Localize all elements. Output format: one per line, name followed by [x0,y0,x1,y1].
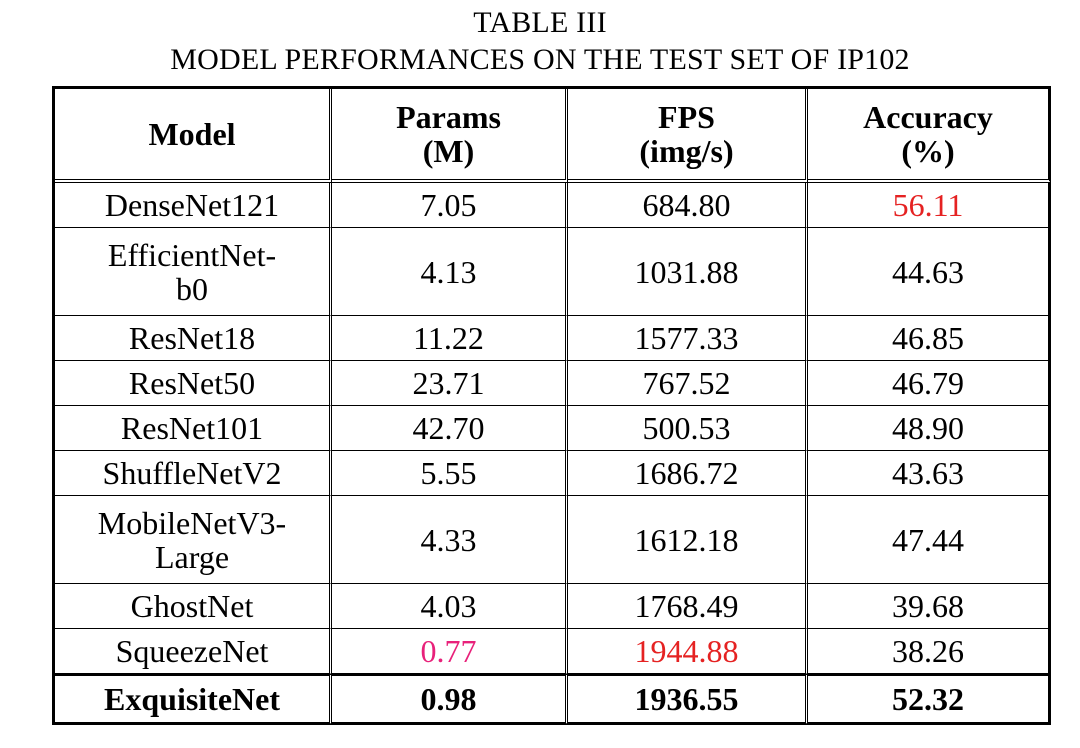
accuracy-cell: 46.85 [808,316,1051,361]
fps-cell: 1577.33 [568,316,808,361]
table-row: ShuffleNetV2 5.55 1686.72 43.63 [55,451,1051,496]
model-cell: ExquisiteNet [55,674,332,725]
fps-cell: 1031.88 [568,228,808,316]
fps-cell: 767.52 [568,361,808,406]
params-cell: 11.22 [332,316,568,361]
params-cell: 42.70 [332,406,568,451]
table-caption: MODEL PERFORMANCES ON THE TEST SET OF IP… [170,43,910,76]
accuracy-cell: 44.63 [808,228,1051,316]
params-cell: 0.77 [332,629,568,674]
table-row: DenseNet121 7.05 684.80 56.11 [55,183,1051,228]
header-row: Model Params (M) FPS (img/s) Accuracy (%) [55,89,1051,183]
accuracy-cell: 47.44 [808,496,1051,584]
table-row: SqueezeNet 0.77 1944.88 38.26 [55,629,1051,674]
params-cell: 7.05 [332,183,568,228]
header-accuracy: Accuracy (%) [808,89,1051,183]
accuracy-cell: 56.11 [808,183,1051,228]
header-fps-unit: (img/s) [639,133,734,169]
fps-cell: 1686.72 [568,451,808,496]
header-model-label: Model [148,116,236,152]
model-name-line1: EfficientNet- [107,236,277,273]
accuracy-cell: 46.79 [808,361,1051,406]
header-fps-label: FPS [658,99,715,135]
table-row: ExquisiteNet 0.98 1936.55 52.32 [55,674,1051,725]
params-cell: 23.71 [332,361,568,406]
fps-cell: 500.53 [568,406,808,451]
params-cell: 4.13 [332,228,568,316]
fps-cell: 1768.49 [568,584,808,629]
header-accuracy-unit: (%) [901,133,955,169]
table-row: ResNet18 11.22 1577.33 46.85 [55,316,1051,361]
table-row: EfficientNet-b0 4.13 1031.88 44.63 [55,228,1051,316]
header-accuracy-label: Accuracy [863,99,993,135]
model-cell: ResNet50 [55,361,332,406]
accuracy-cell: 43.63 [808,451,1051,496]
model-cell: ShuffleNetV2 [55,451,332,496]
accuracy-cell: 48.90 [808,406,1051,451]
accuracy-cell: 38.26 [808,629,1051,674]
model-name-line2: Large [154,538,230,575]
model-cell: MobileNetV3- Large [55,496,332,584]
header-model: Model [55,89,332,183]
model-name-line2: b0 [176,270,208,307]
model-cell: SqueezeNet [55,629,332,674]
accuracy-cell: 52.32 [808,674,1051,725]
header-params: Params (M) [332,89,568,183]
performance-table: Model Params (M) FPS (img/s) Accuracy (%) D… [52,86,1051,725]
fps-cell: 684.80 [568,183,808,228]
fps-cell: 1612.18 [568,496,808,584]
table-row: ResNet50 23.71 767.52 46.79 [55,361,1051,406]
header-fps: FPS (img/s) [568,89,808,183]
model-cell: GhostNet [55,584,332,629]
fps-cell: 1936.55 [568,674,808,725]
model-cell: DenseNet121 [55,183,332,228]
params-cell: 4.33 [332,496,568,584]
table-row: ResNet101 42.70 500.53 48.90 [55,406,1051,451]
header-params-unit: (M) [422,133,475,169]
model-cell: ResNet18 [55,316,332,361]
table-row: GhostNet 4.03 1768.49 39.68 [55,584,1051,629]
params-cell: 5.55 [332,451,568,496]
model-cell: EfficientNet-b0 [55,228,332,316]
params-cell: 4.03 [332,584,568,629]
model-name-line1: MobileNetV3- [97,504,287,541]
model-cell: ResNet101 [55,406,332,451]
header-params-label: Params [396,99,501,135]
table-label: TABLE III [473,6,607,39]
fps-cell: 1944.88 [568,629,808,674]
accuracy-cell: 39.68 [808,584,1051,629]
params-cell: 0.98 [332,674,568,725]
table-row: MobileNetV3- Large 4.33 1612.18 47.44 [55,496,1051,584]
